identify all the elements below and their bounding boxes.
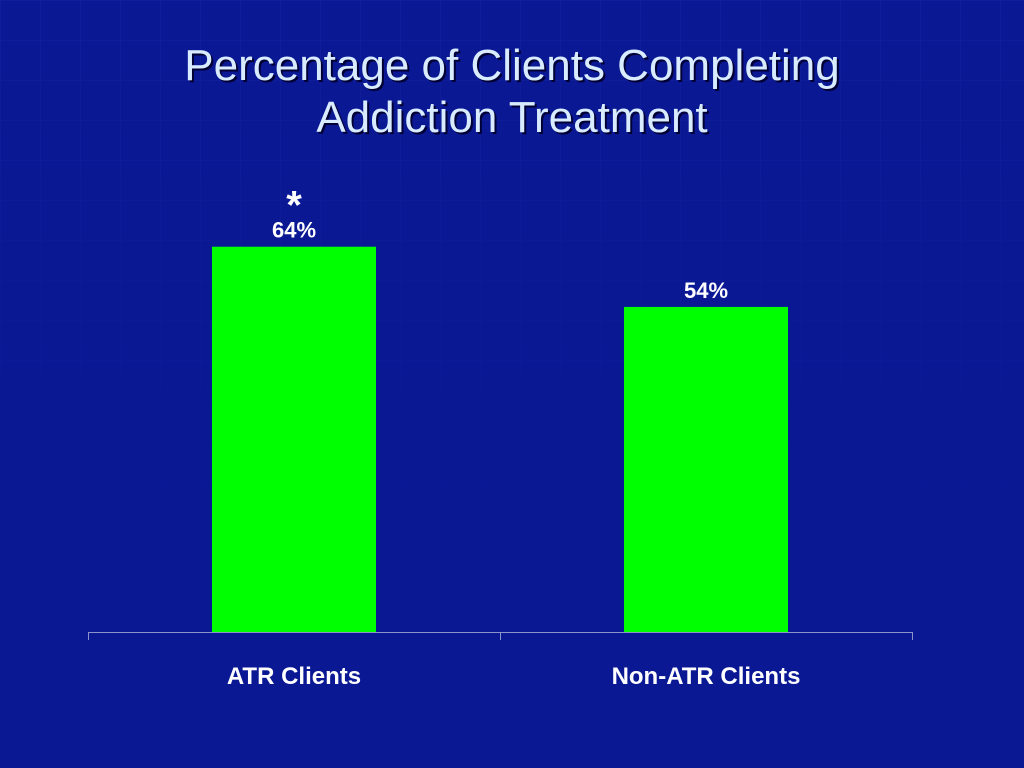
labels-layer: 64% ATR Clients * 54% Non-ATR Clients (227, 184, 801, 690)
category-label-1: Non-ATR Clients (612, 663, 801, 690)
x-axis (88, 632, 913, 640)
bar-0 (212, 246, 376, 632)
data-label-0: 64% (272, 218, 316, 243)
bars-layer (212, 246, 788, 632)
page-title: Percentage of Clients Completing Addicti… (0, 40, 1024, 144)
title-line-2: Addiction Treatment (316, 93, 708, 142)
category-label-0: ATR Clients (227, 663, 361, 690)
bar-1 (624, 306, 788, 632)
data-label-1: 54% (684, 278, 728, 303)
significance-marker-0: * (286, 184, 302, 228)
title-line-1: Percentage of Clients Completing (184, 41, 840, 90)
